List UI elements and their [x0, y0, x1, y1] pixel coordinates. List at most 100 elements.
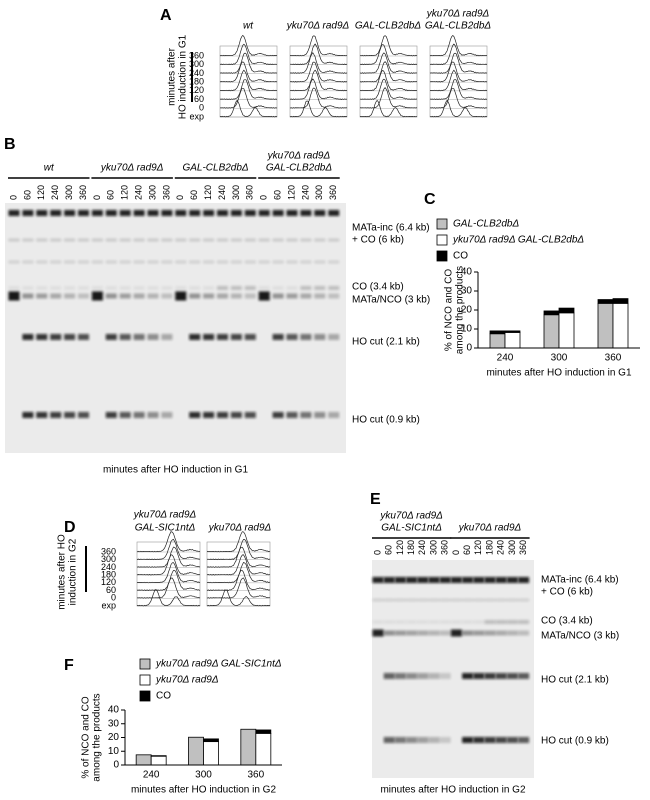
gel-band	[161, 286, 173, 290]
facs-trace	[359, 52, 418, 74]
lane-label: 120	[36, 185, 46, 200]
gel	[5, 203, 346, 453]
gel-band	[244, 286, 256, 290]
gel-band	[189, 334, 201, 340]
gel-band	[272, 260, 284, 264]
facs-trace	[136, 577, 201, 599]
gel-band	[175, 286, 187, 290]
lane-label: 360	[518, 540, 528, 555]
gel-band	[428, 577, 440, 583]
facs-trace	[429, 87, 488, 109]
gel-band	[495, 737, 507, 743]
gel-band	[50, 286, 62, 290]
gel-band	[462, 673, 474, 679]
gel-band	[217, 334, 228, 340]
gel-band	[50, 210, 62, 216]
gel-band	[175, 291, 187, 301]
gel-band	[22, 210, 34, 216]
gel-band	[36, 286, 48, 290]
gel-band	[394, 577, 406, 583]
lane-label: 60	[384, 545, 394, 555]
legend-label: GAL-CLB2dbΔ	[453, 219, 519, 230]
gel-band	[78, 334, 89, 340]
gel-band	[161, 238, 173, 242]
gel-band	[300, 286, 312, 290]
time-label: 0	[111, 593, 116, 603]
gel-band	[328, 293, 340, 299]
gel-band	[258, 286, 270, 290]
gel-band	[91, 291, 103, 301]
gel-band	[36, 238, 48, 242]
gel-band	[36, 210, 48, 216]
facs-trace	[429, 61, 488, 83]
gel-band	[300, 260, 312, 264]
gel-band	[506, 673, 518, 679]
gel-band	[450, 620, 462, 624]
facs-trace	[219, 69, 278, 92]
facs-trace	[359, 35, 418, 57]
gel-band	[78, 286, 89, 290]
gel-band	[119, 286, 131, 290]
lane-label: 300	[507, 540, 517, 555]
gel-band	[22, 286, 34, 290]
gel-band	[506, 577, 518, 583]
gel-band	[147, 210, 159, 216]
facs-trace	[429, 43, 488, 66]
lane-label: 300	[231, 185, 241, 200]
strain-label: GAL-CLB2dbΔ	[266, 163, 332, 174]
gel-band	[64, 334, 76, 340]
gel-band	[175, 210, 187, 216]
time-label: 360	[189, 50, 204, 60]
gel-band	[518, 620, 530, 624]
gel-band	[147, 260, 159, 264]
y-tick-label: 0	[113, 760, 119, 771]
y-tick-label: 20	[108, 732, 120, 743]
axis-title: % of NCO and CO	[444, 269, 455, 351]
gel-band	[8, 210, 20, 216]
strain-label: yku70Δ rad9Δ	[267, 151, 331, 162]
gel-band	[394, 630, 406, 636]
gel-band	[258, 291, 270, 301]
lane-label: 60	[22, 190, 32, 200]
gel-band	[244, 210, 256, 216]
lane-label: 120	[203, 185, 213, 200]
gel-band	[119, 293, 131, 299]
gel-band	[244, 260, 256, 264]
bar-co	[558, 307, 575, 314]
axis-title: among the products	[455, 266, 466, 354]
facs-trace	[359, 69, 418, 92]
strain-label: yku70Δ rad9Δ	[286, 21, 350, 32]
bar	[543, 314, 560, 349]
gel-band	[119, 260, 131, 264]
gel-band	[161, 412, 173, 418]
gel-band	[473, 673, 485, 679]
gel-band	[203, 238, 215, 242]
gel-band	[64, 412, 76, 418]
gel-band	[119, 334, 131, 340]
facs-trace	[430, 69, 488, 92]
gel-band	[133, 286, 145, 290]
gel-band	[286, 412, 298, 418]
x-axis-title: minutes after HO induction in G2	[380, 785, 526, 796]
gel-band	[230, 412, 242, 418]
facs-trace	[289, 35, 348, 57]
gel-band	[484, 598, 496, 602]
legend-swatch	[139, 658, 151, 670]
gel-band	[484, 673, 496, 679]
gel-band	[133, 210, 145, 216]
x-axis-title: minutes after HO induction in G1	[486, 368, 632, 379]
bar	[558, 312, 575, 349]
x-tick-label: 240	[143, 770, 160, 781]
gel-band	[383, 737, 395, 743]
gel-band	[258, 260, 270, 264]
gel-band	[406, 577, 418, 583]
gel-band	[506, 598, 518, 602]
strain-label: yku70Δ rad9Δ	[133, 510, 197, 521]
gel-band	[328, 210, 340, 216]
gel	[372, 560, 534, 778]
gel-band	[230, 334, 242, 340]
panel-label: F	[64, 657, 74, 674]
gel-band	[495, 673, 507, 679]
time-label: 120	[101, 577, 116, 587]
gel-band	[484, 620, 496, 624]
